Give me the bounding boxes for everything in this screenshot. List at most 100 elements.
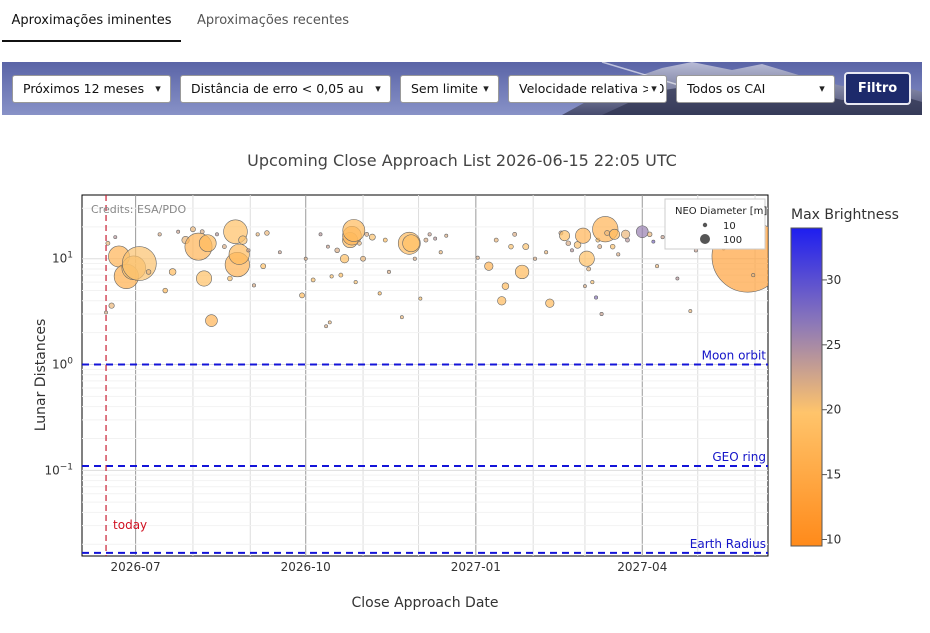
neo-point xyxy=(493,237,499,243)
neo-point xyxy=(646,231,653,238)
size-legend: NEO Diameter [m] 10 100 xyxy=(664,198,767,250)
period-select[interactable]: Próximos 12 meses ▾ xyxy=(12,75,171,103)
neo-point xyxy=(533,256,538,261)
neo-point xyxy=(108,302,115,309)
neo-point xyxy=(625,237,630,243)
credits-label: Credits: ESA/PDO xyxy=(91,203,186,216)
tab-upcoming-approaches[interactable]: Aproximações iminentes xyxy=(2,0,181,42)
neo-point xyxy=(512,231,518,237)
x-tick-label: 2027-04 xyxy=(617,560,667,574)
neo-point xyxy=(184,232,213,261)
neo-point xyxy=(660,235,665,240)
neo-point xyxy=(382,237,388,243)
neo-point xyxy=(599,312,604,317)
tab-bar: Aproximações iminentes Aproximações rece… xyxy=(0,0,930,42)
neo-point xyxy=(636,225,649,238)
neo-point xyxy=(616,252,621,257)
neo-point xyxy=(402,234,420,253)
neo-point xyxy=(342,219,366,242)
neo-point xyxy=(310,277,316,283)
neo-point xyxy=(558,230,564,236)
y-axis-title: Lunar Distances xyxy=(33,319,49,432)
neo-point xyxy=(544,250,549,255)
neo-point xyxy=(751,273,756,278)
magnitude-limit-select-value: Sem limite H xyxy=(411,81,492,96)
neo-point xyxy=(594,295,599,300)
neo-point xyxy=(227,275,233,282)
neo-point xyxy=(565,240,571,246)
filter-bar: Próximos 12 meses ▾ Distância de erro < … xyxy=(2,62,922,115)
colorbar-tick-label: 25 xyxy=(826,338,841,352)
neo-point xyxy=(423,237,429,243)
neo-point xyxy=(368,233,376,241)
neo-point xyxy=(224,252,250,278)
neo-point xyxy=(386,269,391,274)
neo-point xyxy=(222,244,227,249)
neo-point xyxy=(501,282,510,290)
neo-point xyxy=(721,246,726,251)
neo-point xyxy=(508,243,514,250)
neo-point xyxy=(176,229,181,234)
cai-select[interactable]: Todos os CAI ▾ xyxy=(676,75,835,103)
neo-point xyxy=(397,231,421,255)
neo-point xyxy=(324,324,328,329)
distance-error-select[interactable]: Distância de erro < 0,05 au ▾ xyxy=(180,75,391,103)
colorbar xyxy=(790,227,823,547)
colorbar-tick-label: 30 xyxy=(826,273,841,287)
neo-point xyxy=(360,255,366,262)
today-label: today xyxy=(113,518,147,532)
neo-point xyxy=(427,232,432,237)
neo-point xyxy=(205,314,218,327)
chevron-down-icon: ▾ xyxy=(480,76,492,102)
neo-point xyxy=(583,284,587,289)
y-tick-exponent: 1 xyxy=(67,251,73,261)
neo-point xyxy=(357,240,362,246)
neo-point xyxy=(342,232,359,249)
neo-point xyxy=(162,287,168,294)
neo-point xyxy=(609,243,616,250)
size-legend-title: NEO Diameter [m] xyxy=(675,206,767,217)
reference-line-label: Earth Radius xyxy=(690,537,766,551)
legend-marker-small xyxy=(702,222,708,228)
colorbar-tick-label: 10 xyxy=(826,533,841,547)
neo-point xyxy=(353,280,358,285)
neo-point xyxy=(145,269,152,275)
neo-point xyxy=(326,244,330,249)
reference-line-label: GEO ring xyxy=(712,450,766,464)
y-tick-base: 10 xyxy=(52,252,67,266)
velocity-select[interactable]: Velocidade relativa > 0 ▾ xyxy=(508,75,667,103)
filter-button[interactable]: Filtro xyxy=(844,72,911,105)
tab-recent-approaches[interactable]: Aproximações recentes xyxy=(197,13,350,28)
neo-point xyxy=(105,240,111,246)
neo-point xyxy=(108,245,130,268)
y-tick-label: 100 xyxy=(52,357,73,372)
chart-title: Upcoming Close Approach List 2026-06-15 … xyxy=(247,151,677,170)
magnitude-limit-select[interactable]: Sem limite H ▾ xyxy=(400,75,499,103)
neo-point xyxy=(595,237,601,243)
cai-select-value: Todos os CAI xyxy=(687,81,766,96)
chevron-down-icon: ▾ xyxy=(152,76,164,102)
neo-point xyxy=(711,220,768,293)
legend-label-large: 100 xyxy=(723,235,742,246)
neo-point xyxy=(264,230,270,236)
y-tick-base: 10 xyxy=(52,358,67,372)
neo-point xyxy=(318,232,323,237)
y-tick-label: 10−1 xyxy=(44,462,73,477)
neo-point xyxy=(575,227,592,244)
neo-point xyxy=(338,272,344,278)
neo-point xyxy=(412,256,417,261)
neo-point xyxy=(196,270,212,287)
colorbar-tick-label: 20 xyxy=(826,403,841,417)
neo-point xyxy=(418,296,423,301)
neo-point xyxy=(475,255,480,260)
neo-point xyxy=(168,268,177,276)
plot-area xyxy=(81,194,769,557)
y-tick-base: 10 xyxy=(44,463,59,477)
neo-point xyxy=(609,228,620,240)
neo-point xyxy=(342,226,362,246)
x-tick-label: 2026-10 xyxy=(281,560,331,574)
neo-point xyxy=(693,248,698,253)
neo-point xyxy=(277,250,282,255)
neo-point xyxy=(122,246,157,281)
neo-point xyxy=(364,231,370,237)
